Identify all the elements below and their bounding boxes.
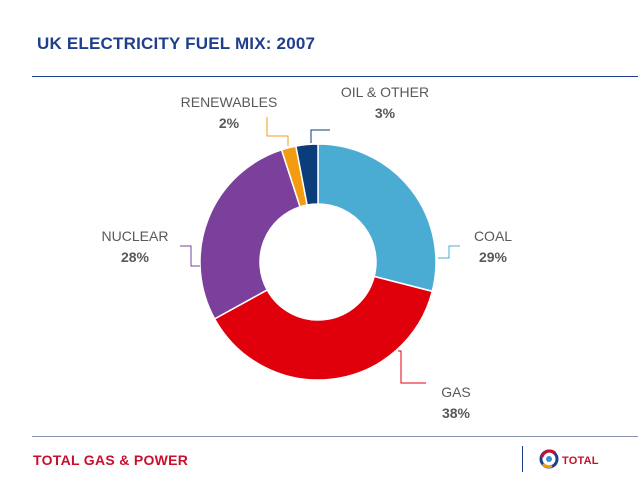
slice-labels: COAL 29% GAS 38% NUCLEAR 28% RENEWABLES 2% OIL &… [102,84,513,421]
label-coal: COAL [474,228,512,244]
leader-line-coal [438,245,460,259]
footer-brand-text: TOTAL GAS & POWER [33,452,189,468]
footer-divider [32,436,638,437]
header-divider [32,76,638,77]
value-oil-other: 3% [375,105,396,121]
slice-oil-other [295,143,319,206]
donut-slices [199,143,437,381]
slice-nuclear [199,148,302,320]
leader-line-oil-other [310,129,330,143]
value-nuclear: 28% [121,249,150,265]
slice-coal [317,143,437,293]
value-coal: 29% [479,249,508,265]
leader-line-gas [398,350,426,384]
label-nuclear: NUCLEAR [102,228,169,244]
label-gas: GAS [441,384,471,400]
chart-title: UK ELECTRICITY FUEL MIX: 2007 [37,34,316,53]
leader-line-nuclear [180,245,200,267]
label-renewables: RENEWABLES [181,94,278,110]
leader-line-renewables [266,117,289,146]
value-gas: 38% [442,405,471,421]
footer-separator [522,446,523,472]
slice-gas [213,275,434,381]
label-oil-other: OIL & OTHER [341,84,429,100]
footer-brand-total: TOTAL [562,455,599,467]
total-logo-icon [539,449,559,469]
label-leader-lines [180,117,460,384]
value-renewables: 2% [219,115,240,131]
